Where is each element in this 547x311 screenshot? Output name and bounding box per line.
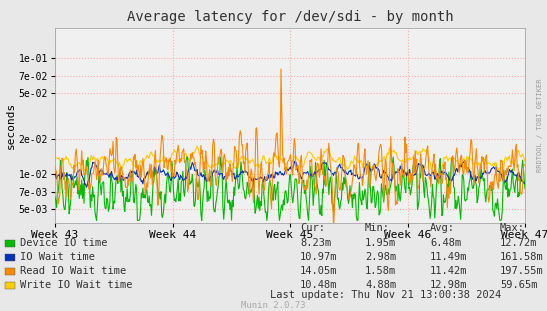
Text: Device IO time: Device IO time [20,238,108,248]
Text: 197.55m: 197.55m [500,266,544,276]
Text: Cur:: Cur: [300,223,325,233]
Text: 2.98m: 2.98m [365,252,396,262]
Text: 14.05m: 14.05m [300,266,337,276]
Text: 11.42m: 11.42m [430,266,468,276]
Text: 1.95m: 1.95m [365,238,396,248]
Text: 4.88m: 4.88m [365,280,396,290]
Text: Last update: Thu Nov 21 13:00:38 2024: Last update: Thu Nov 21 13:00:38 2024 [270,290,501,300]
Text: 11.49m: 11.49m [430,252,468,262]
Text: Min:: Min: [365,223,390,233]
Text: 10.48m: 10.48m [300,280,337,290]
Text: IO Wait time: IO Wait time [20,252,95,262]
Text: 12.72m: 12.72m [500,238,538,248]
Text: Write IO Wait time: Write IO Wait time [20,280,132,290]
Text: Avg:: Avg: [430,223,455,233]
Text: Munin 2.0.73: Munin 2.0.73 [241,301,306,310]
Text: 161.58m: 161.58m [500,252,544,262]
Title: Average latency for /dev/sdi - by month: Average latency for /dev/sdi - by month [127,10,453,24]
Y-axis label: seconds: seconds [6,102,16,149]
Text: 1.58m: 1.58m [365,266,396,276]
Text: 8.23m: 8.23m [300,238,331,248]
Text: Read IO Wait time: Read IO Wait time [20,266,126,276]
Text: 6.48m: 6.48m [430,238,461,248]
Text: RRDTOOL / TOBI OETIKER: RRDTOOL / TOBI OETIKER [537,79,543,172]
Text: 59.65m: 59.65m [500,280,538,290]
Text: 12.98m: 12.98m [430,280,468,290]
Text: Max:: Max: [500,223,525,233]
Text: 10.97m: 10.97m [300,252,337,262]
